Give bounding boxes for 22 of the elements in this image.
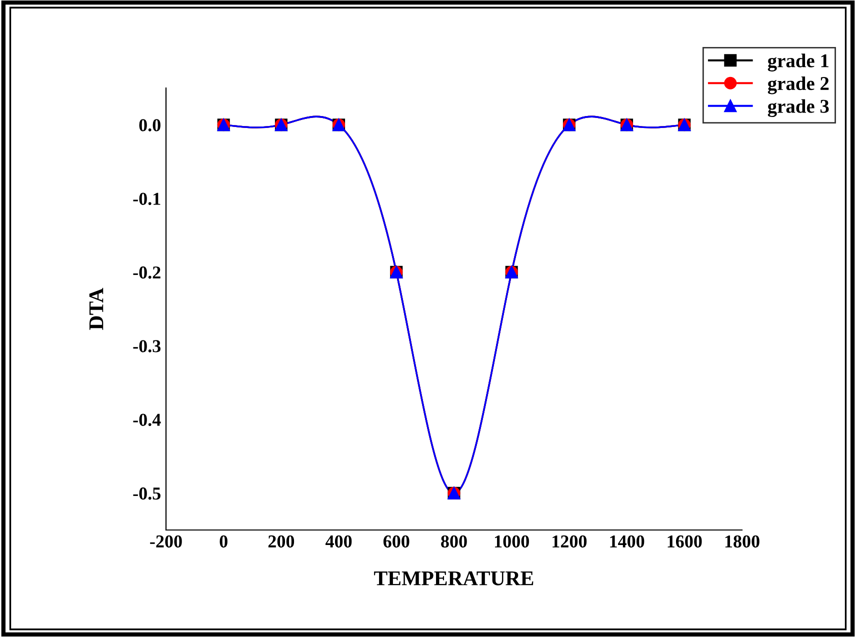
y-tick-label: -0.1 [133,192,160,206]
legend-label: grade 3 [768,99,829,117]
y-axis-title: DTA [89,288,104,330]
y-tick-label: -0.2 [133,266,160,279]
x-tick-label: 600 [383,535,410,548]
x-tick-label: 200 [268,535,294,548]
y-tick-label: -0.5 [133,487,160,500]
x-tick-label: 1800 [725,535,760,548]
x-tick-label: 400 [326,535,352,548]
y-tick-label: -0.3 [133,340,161,352]
x-tick-label: 1400 [610,535,644,548]
y-tick-label: 0.0 [139,119,160,132]
legend-label: grade 2 [768,76,829,94]
x-tick-label: 800 [441,535,467,548]
x-tick-label: -200 [150,535,182,548]
x-axis-title: TEMPERATURE [374,571,534,586]
x-tick-label: 1200 [552,535,587,548]
x-tick-label: 0 [220,535,228,548]
legend-label: grade 1 [768,54,828,72]
y-tick-label: -0.4 [133,414,161,426]
x-tick-label: 1000 [494,535,529,548]
x-tick-label: 1600 [668,535,702,548]
